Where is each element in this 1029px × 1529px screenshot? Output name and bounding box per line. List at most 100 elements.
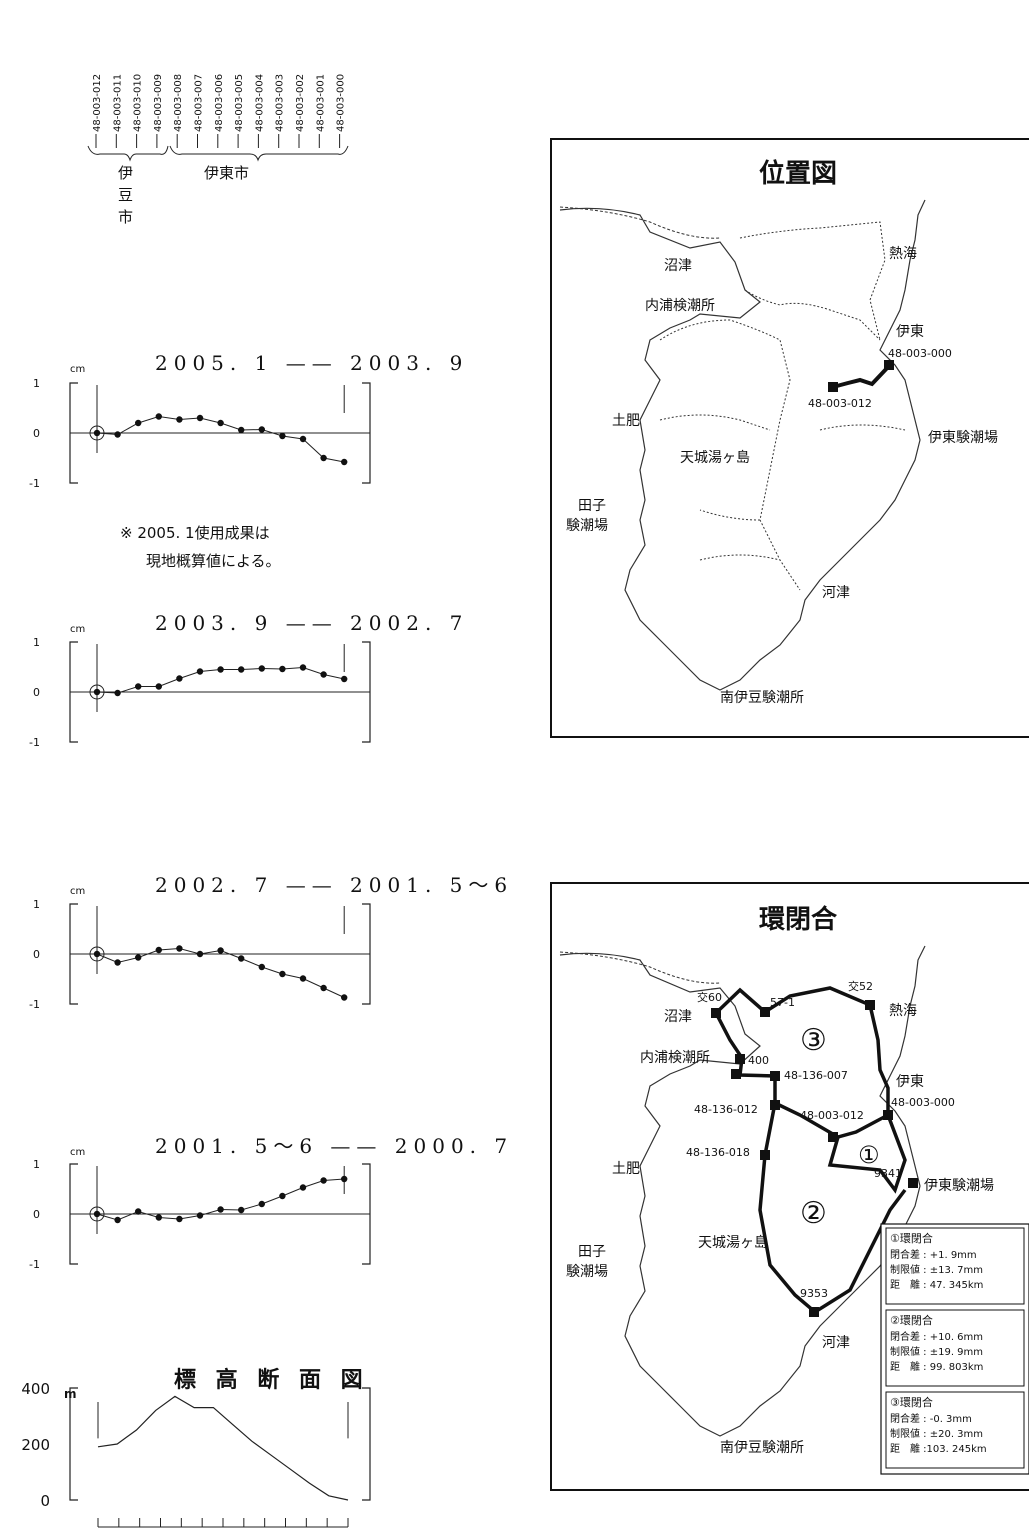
place-ito: 伊東	[896, 324, 924, 340]
reference-point-ring	[89, 425, 105, 441]
benchmark-id: 48-003-010	[133, 74, 144, 132]
label-9341: 9341	[874, 1167, 902, 1180]
label-numazu: 沼津	[664, 1009, 692, 1025]
legend-line: 距 離 : 99. 803km	[890, 1360, 983, 1373]
data-point	[93, 688, 101, 696]
data-point	[217, 1206, 224, 1213]
label-ito-tide: 伊東験潮場	[924, 1178, 994, 1194]
data-point	[299, 975, 307, 982]
label-ito: 伊東	[896, 1074, 924, 1090]
data-point	[341, 675, 348, 683]
legend-head: ②環閉合	[890, 1313, 933, 1327]
legend-head: ①環閉合	[890, 1231, 933, 1245]
label-48-136-007: 48-136-007	[784, 1069, 848, 1082]
elevation-y-tick: 200	[21, 1436, 50, 1454]
node-48-136-018	[760, 1150, 770, 1160]
label-tago: 田子験潮場	[566, 1244, 608, 1280]
y-tick-label: 1	[33, 898, 40, 911]
data-point	[176, 945, 183, 952]
node-uchiura	[731, 1069, 741, 1079]
y-tick-label: 1	[33, 1158, 40, 1171]
place-numazu: 沼津	[664, 258, 692, 274]
node-k57	[760, 1007, 770, 1017]
place-tago: 田子験潮場	[566, 498, 608, 534]
data-point	[217, 419, 224, 427]
data-point	[258, 665, 265, 672]
data-point	[299, 435, 307, 443]
chart-title: 2003. 9 —— 2002. 7	[155, 611, 468, 635]
group-brace-ito	[169, 145, 349, 162]
label-400: 400	[748, 1054, 769, 1067]
node-k52	[865, 1000, 875, 1010]
node-ito-tide	[908, 1178, 918, 1188]
benchmark-id: 48-003-003	[275, 74, 286, 132]
data-point	[299, 1184, 307, 1191]
loop-coastline	[559, 945, 926, 1437]
benchmark-id: 48-003-005	[234, 74, 245, 132]
data-point	[114, 689, 121, 697]
profile-charts: 2005. 1 —— 2003. 9 cm 1 0 -1 ※ 2005. 1使用成果は現地…	[21, 351, 513, 1528]
data-point	[135, 954, 142, 961]
data-point	[238, 426, 245, 434]
data-point	[341, 1175, 348, 1183]
node-400	[735, 1054, 745, 1064]
y-tick-label: 1	[33, 377, 40, 390]
label-9353: 9353	[800, 1287, 828, 1300]
node-48-003-012	[828, 1132, 838, 1142]
data-point	[155, 946, 162, 954]
boundary-lines	[659, 221, 906, 591]
data-point	[135, 1208, 142, 1215]
data-point	[320, 454, 327, 462]
benchmark-id: 48-003-007	[194, 74, 205, 132]
data-point	[258, 426, 265, 433]
place-toi: 土肥	[612, 413, 640, 429]
chart-unit: cm	[70, 624, 85, 635]
data-point	[93, 950, 101, 958]
izu-coastline	[559, 199, 926, 691]
loop-map-title: 環閉合	[759, 904, 838, 935]
data-point	[114, 431, 121, 438]
data-point	[341, 994, 348, 1001]
reference-point-ring	[89, 1206, 105, 1222]
node-9353	[809, 1307, 819, 1317]
loop-number-2: ②	[800, 1196, 827, 1231]
node-48-003-000	[883, 1110, 893, 1120]
data-point	[196, 1212, 204, 1219]
y-tick-label: -1	[29, 1258, 40, 1271]
elevation-y-tick: 0	[40, 1492, 50, 1510]
y-tick-label: 0	[33, 686, 40, 699]
label-48-136-012: 48-136-012	[694, 1103, 758, 1116]
label-48-003-000: 48-003-000	[891, 1096, 955, 1109]
reference-point-ring	[89, 684, 105, 700]
node-48-136-007	[770, 1071, 780, 1081]
chart-unit: cm	[70, 886, 85, 897]
data-point	[279, 970, 286, 978]
coast-north	[559, 206, 721, 239]
legend-line: 制限値 : ±19. 9mm	[890, 1345, 983, 1358]
label-k52: 交52	[848, 979, 873, 993]
elevation-frame-left	[69, 1387, 78, 1501]
benchmark-id: 48-003-004	[254, 74, 265, 132]
node-48-136-012	[770, 1100, 780, 1110]
benchmark-id: 48-003-002	[295, 74, 306, 132]
label-atami: 熱海	[889, 1003, 917, 1019]
data-point	[135, 419, 142, 427]
chart-title: 2001. 5〜6 —— 2000. 7	[155, 1134, 513, 1158]
loop-number-3: ③	[800, 1023, 827, 1058]
data-point	[320, 1177, 327, 1184]
data-point	[279, 1192, 286, 1200]
profile-chart-1: 2005. 1 —— 2003. 9 cm 1 0 -1 ※ 2005. 1使用成果は現地…	[29, 351, 462, 570]
place-ito-tide: 伊東験潮場	[928, 430, 998, 446]
data-point	[238, 955, 245, 962]
benchmark-id: 48-003-001	[315, 74, 326, 132]
y-tick-label: 0	[33, 427, 40, 440]
label-uchiura: 内浦検潮所	[640, 1050, 710, 1066]
elevation-title: 標 高 断 面 図	[174, 1367, 369, 1393]
data-point	[299, 664, 307, 671]
location-map-title: 位置図	[759, 158, 837, 189]
loop-2-route	[758, 1102, 907, 1315]
label-kawazu: 河津	[822, 1335, 850, 1351]
data-point	[279, 432, 286, 440]
legend-box	[885, 1391, 1025, 1469]
